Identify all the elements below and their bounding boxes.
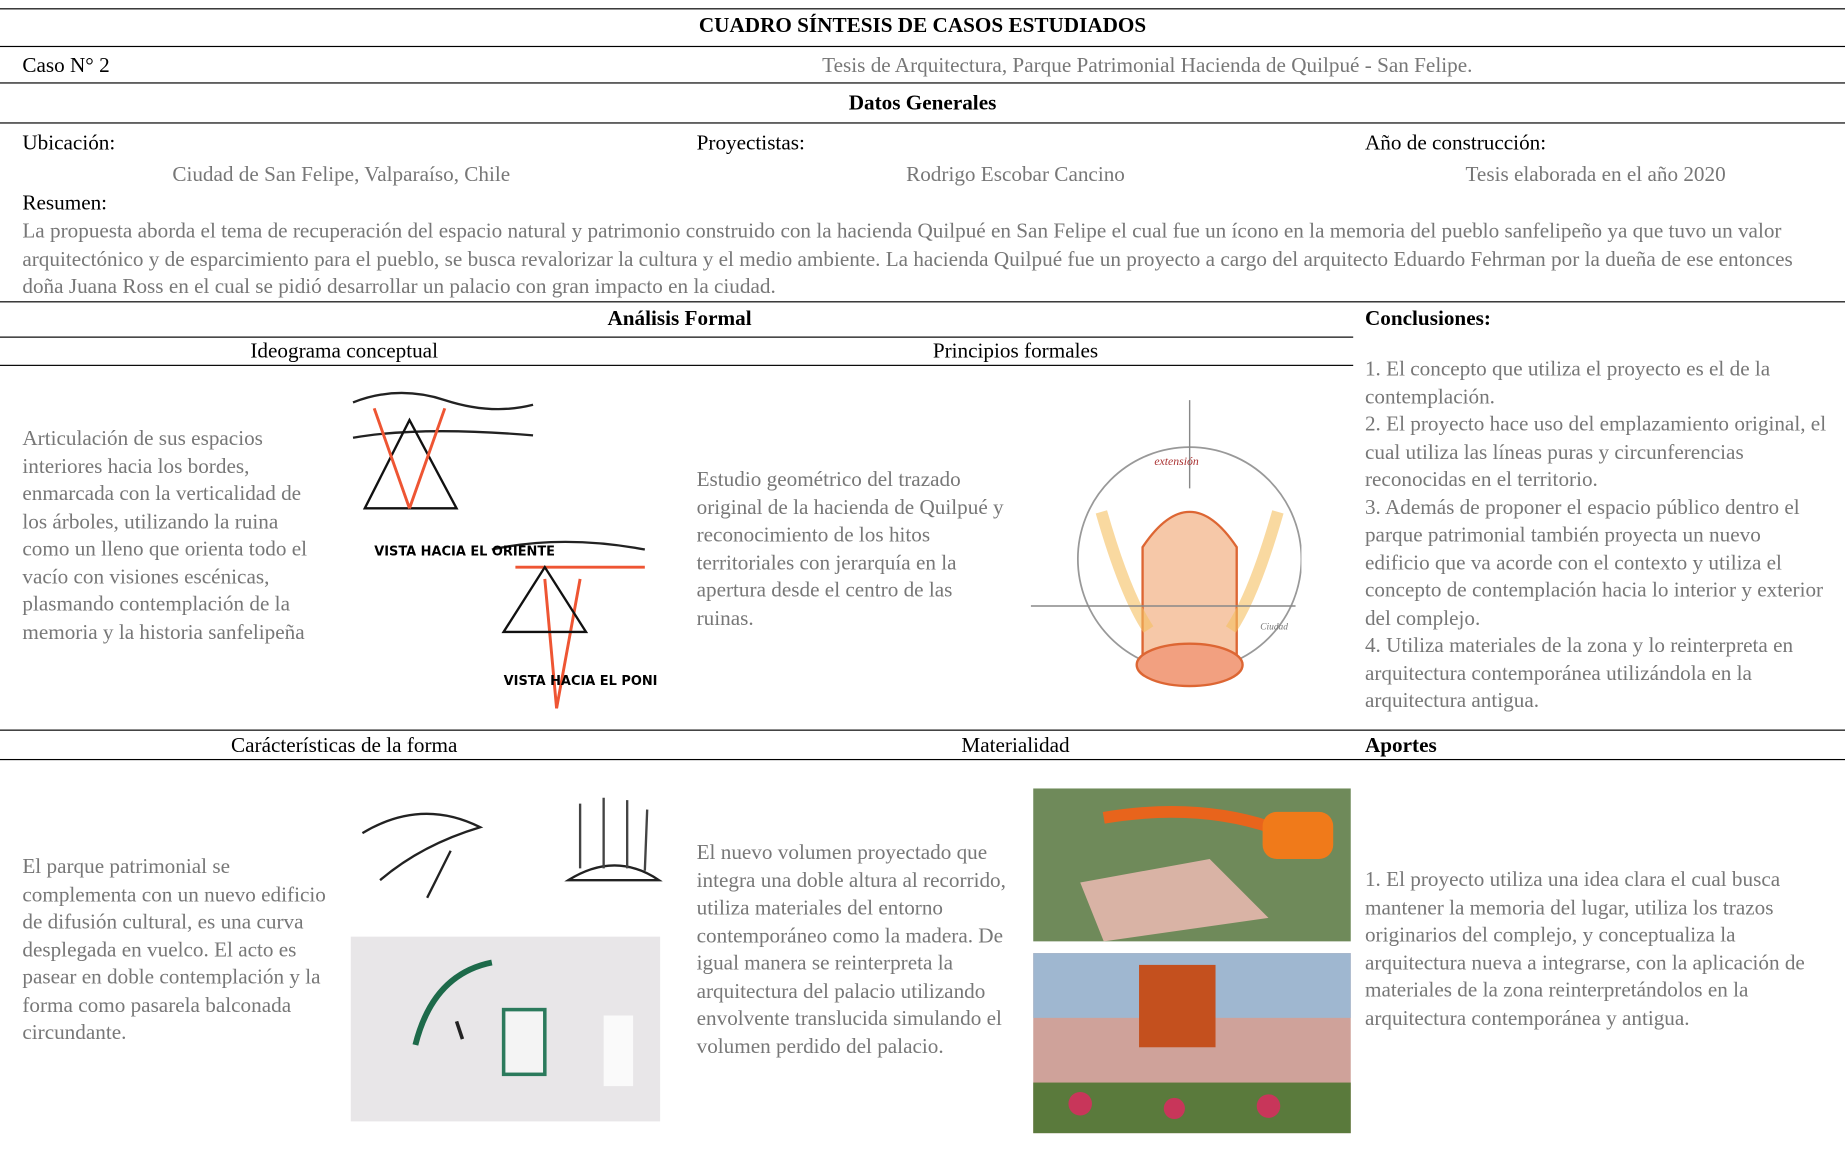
field-label: Ubicación: bbox=[22, 130, 116, 155]
form-sketches bbox=[350, 797, 663, 1122]
principles-sketch: extensión Ciudad bbox=[1030, 400, 1302, 688]
field-label: Proyectistas: bbox=[696, 130, 805, 155]
rule bbox=[0, 336, 1354, 338]
material-photos bbox=[1033, 788, 1351, 1134]
conclusion-item: 3. Además de proponer el espacio público… bbox=[1364, 494, 1824, 629]
section-title: Datos Generales bbox=[848, 90, 997, 115]
rule bbox=[0, 122, 1845, 124]
body-text: 1. El proyecto utiliza una idea clara el… bbox=[1364, 867, 1805, 1030]
summary-label: Resumen: bbox=[22, 190, 108, 215]
conclusions: 1. El concepto que utiliza el proyecto e… bbox=[1365, 355, 1830, 714]
body-text: El nuevo volumen proyectado que integra … bbox=[696, 840, 1006, 1058]
section-title: Análisis Formal bbox=[607, 305, 752, 330]
rule bbox=[0, 82, 1845, 84]
case-label: Caso N° 2 bbox=[22, 52, 110, 77]
field-label: Año de construcción: bbox=[1364, 130, 1547, 155]
subsection-title: Carácterísticas de la forma bbox=[230, 733, 458, 757]
summary-text: La propuesta aborda el tema de recuperac… bbox=[22, 218, 1793, 298]
rule bbox=[0, 8, 1845, 10]
case-value: Tesis de Arquitectura, Parque Patrimonia… bbox=[822, 52, 1473, 77]
subsection-title: Ideograma conceptual bbox=[250, 338, 438, 363]
rule bbox=[0, 364, 1354, 366]
rule bbox=[0, 758, 1845, 761]
sketch-label: VISTA HACIA EL PONIENTE bbox=[504, 674, 657, 689]
sketch-label: Ciudad bbox=[1260, 623, 1288, 633]
ideogram-sketch: VISTA HACIA EL ORIENTE VISTA HACIA EL PO… bbox=[352, 391, 657, 709]
rule bbox=[0, 45, 1845, 48]
subsection-title: Materialidad bbox=[961, 733, 1070, 757]
rule bbox=[0, 729, 1845, 731]
sketch-label: VISTA HACIA EL ORIENTE bbox=[374, 544, 555, 559]
field-value: Rodrigo Escobar Cancino bbox=[906, 162, 1125, 186]
field-value: Ciudad de San Felipe, Valparaíso, Chile bbox=[172, 162, 511, 186]
body-text: Articulación de sus espacios interiores … bbox=[22, 425, 308, 644]
conclusion-item: 1. El concepto que utiliza el proyecto e… bbox=[1364, 356, 1771, 408]
title: CUADRO SÍNTESIS DE CASOS ESTUDIADOS bbox=[698, 12, 1147, 37]
field-value: Tesis elaborada en el año 2020 bbox=[1465, 162, 1726, 186]
conclusion-item: 2. El proyecto hace uso del emplazamient… bbox=[1364, 411, 1827, 491]
sketch-label: extensión bbox=[1154, 455, 1198, 468]
body-text: Estudio geométrico del trazado original … bbox=[696, 467, 1004, 629]
section-title: Conclusiones: bbox=[1364, 305, 1491, 330]
subsection-title: Principios formales bbox=[932, 338, 1099, 363]
section-title: Aportes bbox=[1364, 733, 1437, 757]
conclusion-item: 4. Utiliza materiales de la zona y lo re… bbox=[1364, 633, 1794, 712]
rule bbox=[0, 301, 1845, 303]
body-text: El parque patrimonial se complementa con… bbox=[22, 854, 326, 1044]
